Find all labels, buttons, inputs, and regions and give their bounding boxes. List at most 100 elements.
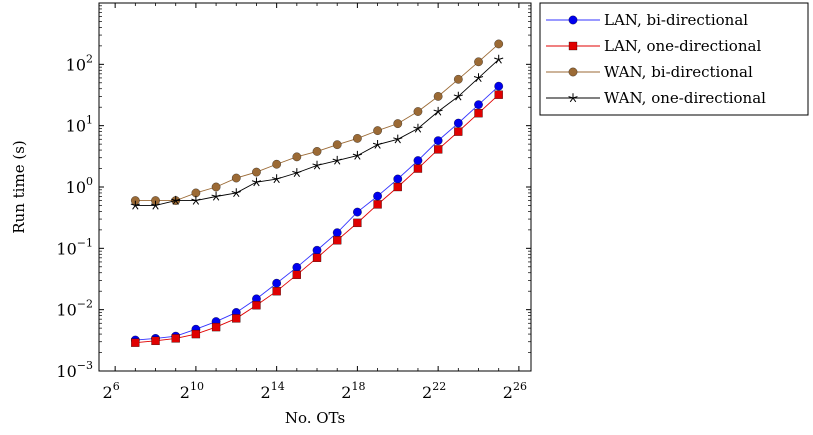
x-tick-base: 2 — [422, 383, 432, 402]
data-point — [292, 270, 301, 279]
x-tick-base: 2 — [341, 383, 351, 402]
series-line — [135, 59, 500, 206]
data-point — [211, 182, 221, 192]
data-point — [272, 287, 281, 296]
x-tick-label: 222 — [422, 380, 446, 402]
legend-marker — [568, 93, 578, 103]
data-point — [393, 134, 403, 144]
data-point — [191, 195, 201, 205]
y-tick-label: 102 — [66, 52, 93, 74]
data-point — [191, 329, 201, 339]
data-point — [332, 140, 342, 150]
data-point — [251, 177, 262, 187]
plot-area-frame — [98, 2, 532, 372]
data-point — [312, 245, 322, 255]
data-point — [373, 200, 382, 209]
data-point — [372, 139, 383, 149]
series-3 — [130, 39, 504, 205]
legend-item: LAN, bi-directional — [546, 11, 748, 29]
x-tick-exp: 18 — [351, 380, 365, 393]
x-tick-exp: 26 — [513, 380, 527, 393]
x-tick-base: 2 — [103, 383, 113, 402]
y-tick-base: 10 — [56, 301, 76, 320]
data-point — [252, 167, 261, 177]
series-1 — [130, 81, 504, 345]
y-tick-exp: 0 — [86, 175, 93, 188]
data-point — [373, 191, 382, 201]
series-line — [135, 85, 500, 341]
data-point — [353, 207, 362, 217]
data-point — [231, 173, 241, 183]
legend-marker — [568, 15, 578, 25]
x-tick-base: 2 — [503, 383, 513, 402]
y-tick-label: 100 — [66, 175, 93, 197]
data-point — [474, 100, 483, 110]
data-point — [413, 156, 423, 165]
data-point — [292, 152, 302, 162]
x-tick-label: 210 — [180, 380, 204, 402]
legend-label: WAN, one-directional — [604, 89, 766, 107]
y-tick-base: 10 — [66, 117, 86, 136]
legend-item: WAN, bi-directional — [546, 63, 753, 81]
x-tick-label: 214 — [261, 380, 285, 402]
data-point — [433, 145, 443, 154]
y-tick-exp: 1 — [86, 114, 93, 127]
data-point — [272, 159, 281, 169]
data-point — [453, 91, 463, 101]
data-point — [232, 314, 241, 323]
x-tick-label: 26 — [103, 380, 120, 402]
data-point — [393, 182, 402, 192]
legend-label: WAN, bi-directional — [604, 63, 753, 81]
data-point — [312, 147, 322, 156]
y-tick-label: 10−1 — [56, 236, 93, 258]
data-point — [413, 107, 423, 116]
data-point — [352, 150, 363, 160]
series-layer — [130, 39, 504, 347]
legend-box — [539, 2, 809, 116]
legend: LAN, bi-directional LAN, one-directional W… — [539, 2, 809, 116]
data-point — [171, 334, 180, 343]
y-axis-title: Run time (s) — [10, 140, 28, 233]
data-point — [494, 54, 504, 64]
y-tick-base: 10 — [66, 55, 86, 74]
data-point — [473, 73, 484, 83]
data-point — [191, 188, 201, 198]
y-tick-exp: −3 — [77, 359, 93, 372]
data-point — [211, 322, 221, 332]
data-point — [453, 118, 463, 128]
y-tick-base: 10 — [66, 178, 86, 197]
data-point — [353, 218, 362, 228]
series-2 — [131, 90, 503, 347]
legend-marker — [568, 67, 578, 77]
x-tick-exp: 22 — [432, 380, 446, 393]
data-point — [231, 188, 241, 198]
data-point — [373, 126, 382, 135]
data-point — [312, 253, 322, 262]
y-tick-base: 10 — [56, 362, 76, 381]
data-point — [474, 57, 483, 67]
data-point — [393, 174, 403, 184]
x-tick-exp: 10 — [190, 380, 204, 393]
x-axis-title: No. OTs — [285, 409, 345, 427]
legend-label: LAN, bi-directional — [604, 11, 748, 29]
data-point — [312, 160, 322, 170]
data-point — [413, 164, 423, 173]
y-tick-exp: 2 — [86, 52, 93, 65]
data-point — [171, 195, 181, 205]
x-tick-exp: 14 — [271, 380, 285, 393]
x-tick-label: 218 — [341, 380, 365, 402]
data-point — [393, 119, 403, 128]
data-point — [252, 301, 261, 310]
data-point — [353, 134, 362, 143]
data-point — [494, 81, 504, 91]
data-point — [151, 336, 160, 346]
data-point — [453, 74, 463, 84]
data-point — [333, 236, 342, 245]
data-point — [292, 168, 302, 177]
legend-marker — [568, 41, 578, 51]
y-tick-label: 10−3 — [56, 359, 93, 381]
y-tick-label: 101 — [66, 114, 93, 136]
y-tick-label: 10−2 — [56, 298, 93, 320]
